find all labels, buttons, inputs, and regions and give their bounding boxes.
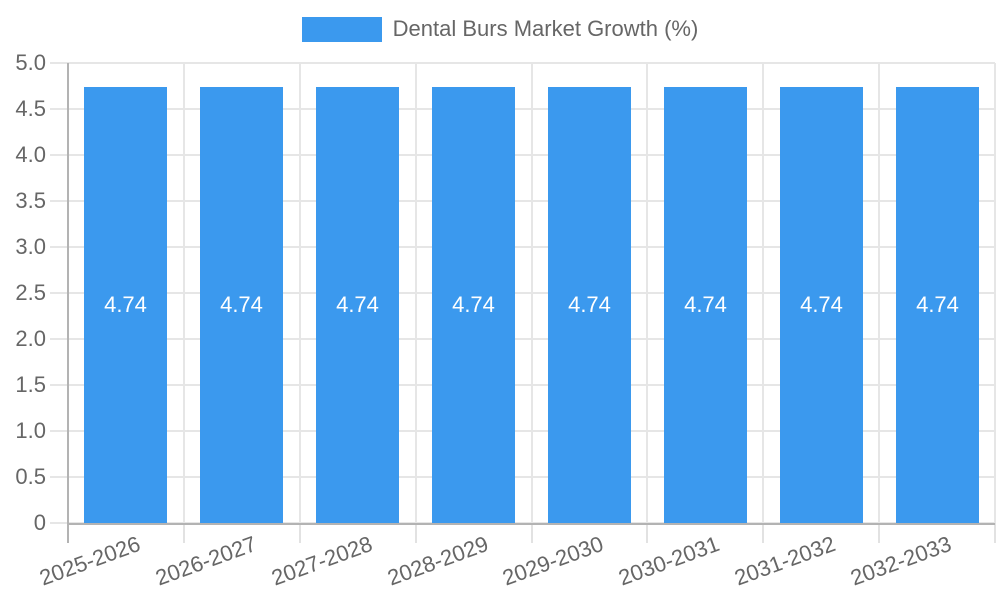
- bar-value-label: 4.74: [916, 292, 959, 317]
- bar: [316, 87, 399, 523]
- x-gridline: [531, 63, 533, 523]
- y-axis-tick: [50, 338, 68, 340]
- bar: [548, 87, 631, 523]
- x-tick-label: 2026-2027: [152, 531, 260, 591]
- x-axis-tick: [994, 523, 996, 543]
- y-tick-label: 3.0: [15, 234, 46, 259]
- bar-value-label: 4.74: [104, 292, 147, 317]
- x-tick-label: 2025-2026: [36, 531, 144, 591]
- y-axis-tick: [50, 430, 68, 432]
- x-tick-label: 2028-2029: [384, 531, 492, 591]
- y-axis-line: [67, 63, 69, 543]
- y-tick-label: 2.5: [15, 280, 46, 305]
- bar: [780, 87, 863, 523]
- x-gridline: [183, 63, 185, 523]
- x-tick-label: 2031-2032: [731, 531, 839, 591]
- bar: [664, 87, 747, 523]
- bar-value-label: 4.74: [684, 292, 727, 317]
- y-tick-label: 5.0: [15, 50, 46, 75]
- y-axis-tick: [50, 476, 68, 478]
- y-tick-label: 3.5: [15, 188, 46, 213]
- y-tick-label: 0.5: [15, 464, 46, 489]
- x-axis-tick: [646, 523, 648, 543]
- x-gridline: [646, 63, 648, 523]
- bar: [432, 87, 515, 523]
- x-axis-tick: [183, 523, 185, 543]
- x-gridline: [762, 63, 764, 523]
- x-tick-label: 2030-2031: [615, 531, 723, 591]
- x-axis-tick: [531, 523, 533, 543]
- y-tick-label: 4.5: [15, 96, 46, 121]
- legend-swatch: [301, 16, 382, 42]
- x-axis-tick: [415, 523, 417, 543]
- x-gridline: [878, 63, 880, 523]
- x-gridline: [415, 63, 417, 523]
- bar: [84, 87, 167, 523]
- x-tick-label: 2029-2030: [499, 531, 607, 591]
- x-gridline: [994, 63, 996, 523]
- y-axis-tick: [50, 384, 68, 386]
- y-tick-label: 1.0: [15, 418, 46, 443]
- y-axis-tick: [50, 522, 68, 524]
- x-axis-tick: [762, 523, 764, 543]
- y-tick-label: 4.0: [15, 142, 46, 167]
- x-tick-label: 2032-2033: [847, 531, 955, 591]
- y-axis-tick: [50, 200, 68, 202]
- y-axis-tick: [50, 108, 68, 110]
- y-tick-label: 0: [33, 510, 46, 535]
- bar: [896, 87, 979, 523]
- legend-label: Dental Burs Market Growth (%): [392, 16, 699, 41]
- legend[interactable]: Dental Burs Market Growth (%): [0, 16, 1000, 42]
- bar: [200, 87, 283, 523]
- x-axis-line: [68, 523, 995, 525]
- x-gridline: [299, 63, 301, 523]
- y-axis-tick: [50, 62, 68, 64]
- y-tick-label: 1.5: [15, 372, 46, 397]
- y-axis-tick: [50, 292, 68, 294]
- x-axis-tick: [878, 523, 880, 543]
- bar-value-label: 4.74: [568, 292, 611, 317]
- bar-value-label: 4.74: [452, 292, 495, 317]
- x-tick-label: 2027-2028: [268, 531, 376, 591]
- bar-value-label: 4.74: [220, 292, 263, 317]
- x-axis-tick: [299, 523, 301, 543]
- bar-value-label: 4.74: [800, 292, 843, 317]
- y-tick-label: 2.0: [15, 326, 46, 351]
- y-axis-tick: [50, 246, 68, 248]
- y-axis-tick: [50, 154, 68, 156]
- bar-value-label: 4.74: [336, 292, 379, 317]
